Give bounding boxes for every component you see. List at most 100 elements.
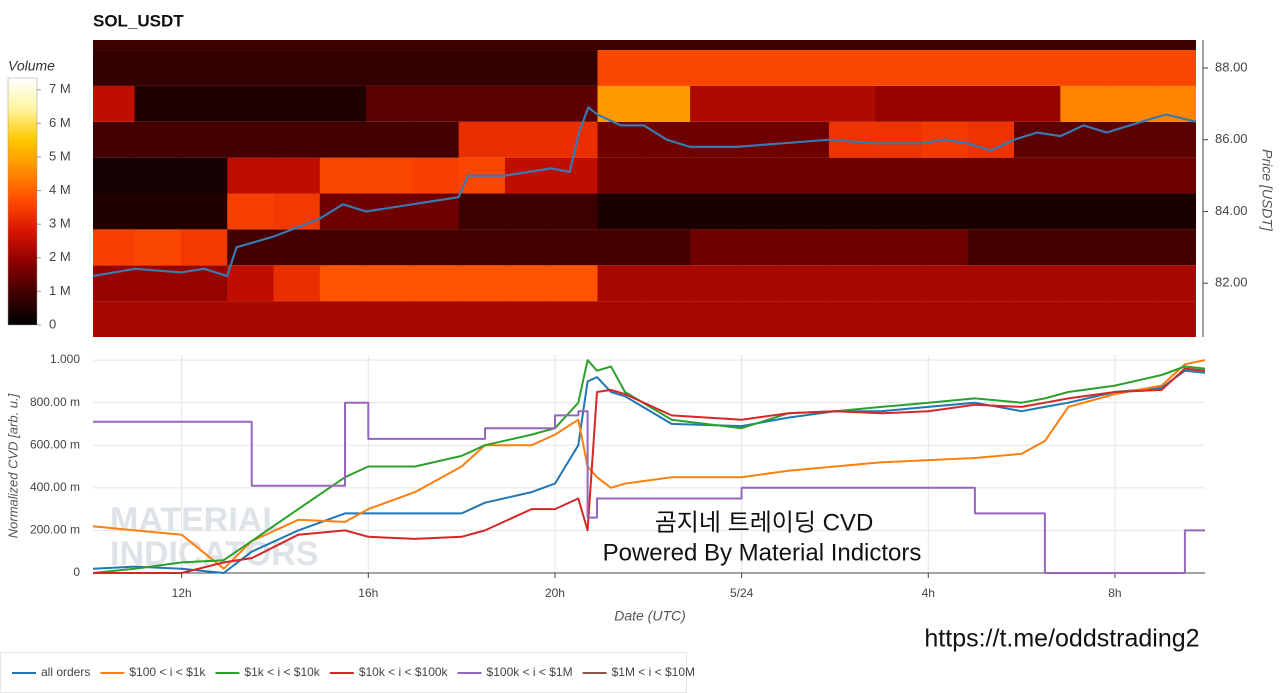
heatmap-cell — [690, 50, 737, 86]
heatmap-cell — [551, 301, 599, 337]
heatmap-cell — [921, 229, 969, 266]
heatmap-cell — [366, 121, 413, 158]
heatmap-cell — [1014, 229, 1061, 266]
heatmap-cell — [273, 229, 321, 266]
heatmap-cell — [690, 229, 737, 266]
legend-label: $100k < i < $1M — [487, 665, 573, 679]
heatmap-cell — [551, 265, 599, 302]
heatmap-cell — [736, 121, 784, 158]
heatmap-cell — [1014, 121, 1061, 158]
heatmap-cell — [967, 40, 1015, 51]
series-line — [93, 369, 1205, 574]
heatmap-cell — [458, 40, 506, 51]
heatmap-cell — [319, 157, 367, 194]
heatmap-cell — [1152, 229, 1196, 266]
heatmap-cell — [643, 265, 691, 302]
heatmap-cell — [551, 229, 599, 266]
legend-label: $10k < i < $100k — [359, 665, 449, 679]
heatmap-cell — [597, 50, 645, 86]
series-line — [93, 401, 1205, 574]
heatmap-cell — [412, 265, 460, 302]
heatmap-cell — [828, 193, 876, 230]
heatmap-cell — [921, 50, 969, 86]
heatmap-cell — [366, 157, 413, 194]
colorbar-tick-label: 4 M — [49, 182, 71, 197]
link[interactable]: https://t.me/oddstrading2 — [924, 625, 1199, 653]
heatmap-cell — [180, 193, 228, 230]
heatmap-cell — [1152, 301, 1196, 337]
heatmap-cell — [504, 121, 552, 158]
heatmap-cell — [134, 121, 182, 158]
heatmap-cell — [319, 193, 367, 230]
heatmap-cell — [967, 85, 1015, 122]
heatmap-cell — [93, 301, 136, 337]
heatmap-cell — [227, 301, 275, 337]
heatmap-cell — [273, 157, 321, 194]
heatmap-cell — [366, 50, 413, 86]
heatmap-cell — [597, 121, 645, 158]
heatmap-cell — [875, 229, 923, 266]
y2-tick-label: 88.00 — [1215, 59, 1248, 74]
x-tick-label: 5/24 — [730, 586, 754, 600]
heatmap-cell — [921, 265, 969, 302]
heatmap-cell — [967, 157, 1015, 194]
legend-label: $1M < i < $10M — [612, 665, 695, 679]
heatmap-cell — [551, 40, 599, 51]
heatmap-cell — [412, 85, 460, 122]
heatmap-cell — [828, 40, 876, 51]
heatmap-cell — [1060, 229, 1108, 266]
heatmap-cell — [366, 229, 413, 266]
heatmap-cell — [412, 301, 460, 337]
heatmap-cell — [921, 157, 969, 194]
heatmap-cell — [875, 193, 923, 230]
heatmap-cell — [967, 301, 1015, 337]
heatmap-cell — [319, 229, 367, 266]
heatmap-cell — [1060, 121, 1108, 158]
series-line — [93, 359, 1205, 570]
heatmap-cell — [597, 85, 645, 122]
heatmap-cell — [458, 265, 506, 302]
heatmap-cell — [93, 50, 136, 86]
heatmap-cell — [227, 40, 275, 51]
heatmap-cell — [273, 301, 321, 337]
heatmap-cell — [366, 265, 413, 302]
colorbar-tick-label: 3 M — [49, 216, 71, 231]
heatmap-cell — [319, 265, 367, 302]
heatmap-cell — [458, 229, 506, 266]
heatmap-cell — [93, 193, 136, 230]
heatmap-cell — [180, 229, 228, 266]
heatmap-cell — [782, 301, 830, 337]
heatmap-cell — [458, 50, 506, 86]
heatmap-cell — [828, 229, 876, 266]
heatmap-cell — [1106, 85, 1154, 122]
heatmap-cell — [690, 85, 737, 122]
heatmap-cell — [828, 301, 876, 337]
heatmap-cell — [366, 40, 413, 51]
price-line — [93, 105, 1196, 278]
heatmap-cell — [782, 85, 830, 122]
heatmap-cell — [875, 301, 923, 337]
y2-tick-label: 84.00 — [1215, 203, 1248, 218]
heatmap-cell — [180, 157, 228, 194]
heatmap-cell — [736, 85, 784, 122]
heatmap-cell — [690, 40, 737, 51]
heatmap-cell — [1060, 301, 1108, 337]
y-tick-label: 800.00 m — [30, 395, 80, 409]
heatmap-cell — [134, 229, 182, 266]
heatmap-cell — [1014, 40, 1061, 51]
heatmap-cell — [1152, 40, 1196, 51]
heatmap-cell — [736, 301, 784, 337]
heatmap-cell — [134, 40, 182, 51]
heatmap-cell — [227, 193, 275, 230]
legend-label: $1k < i < $10k — [244, 665, 320, 679]
heatmap-cell — [551, 50, 599, 86]
heatmap-cell — [1152, 193, 1196, 230]
heatmap-cell — [180, 121, 228, 158]
heatmap-cell — [319, 85, 367, 122]
heatmap-cell — [597, 157, 645, 194]
heatmap-cell — [93, 157, 136, 194]
colorbar-tick-label: 1 M — [49, 283, 71, 298]
series-line — [93, 359, 1205, 574]
heatmap-cell — [1014, 265, 1061, 302]
heatmap-cell — [504, 50, 552, 86]
